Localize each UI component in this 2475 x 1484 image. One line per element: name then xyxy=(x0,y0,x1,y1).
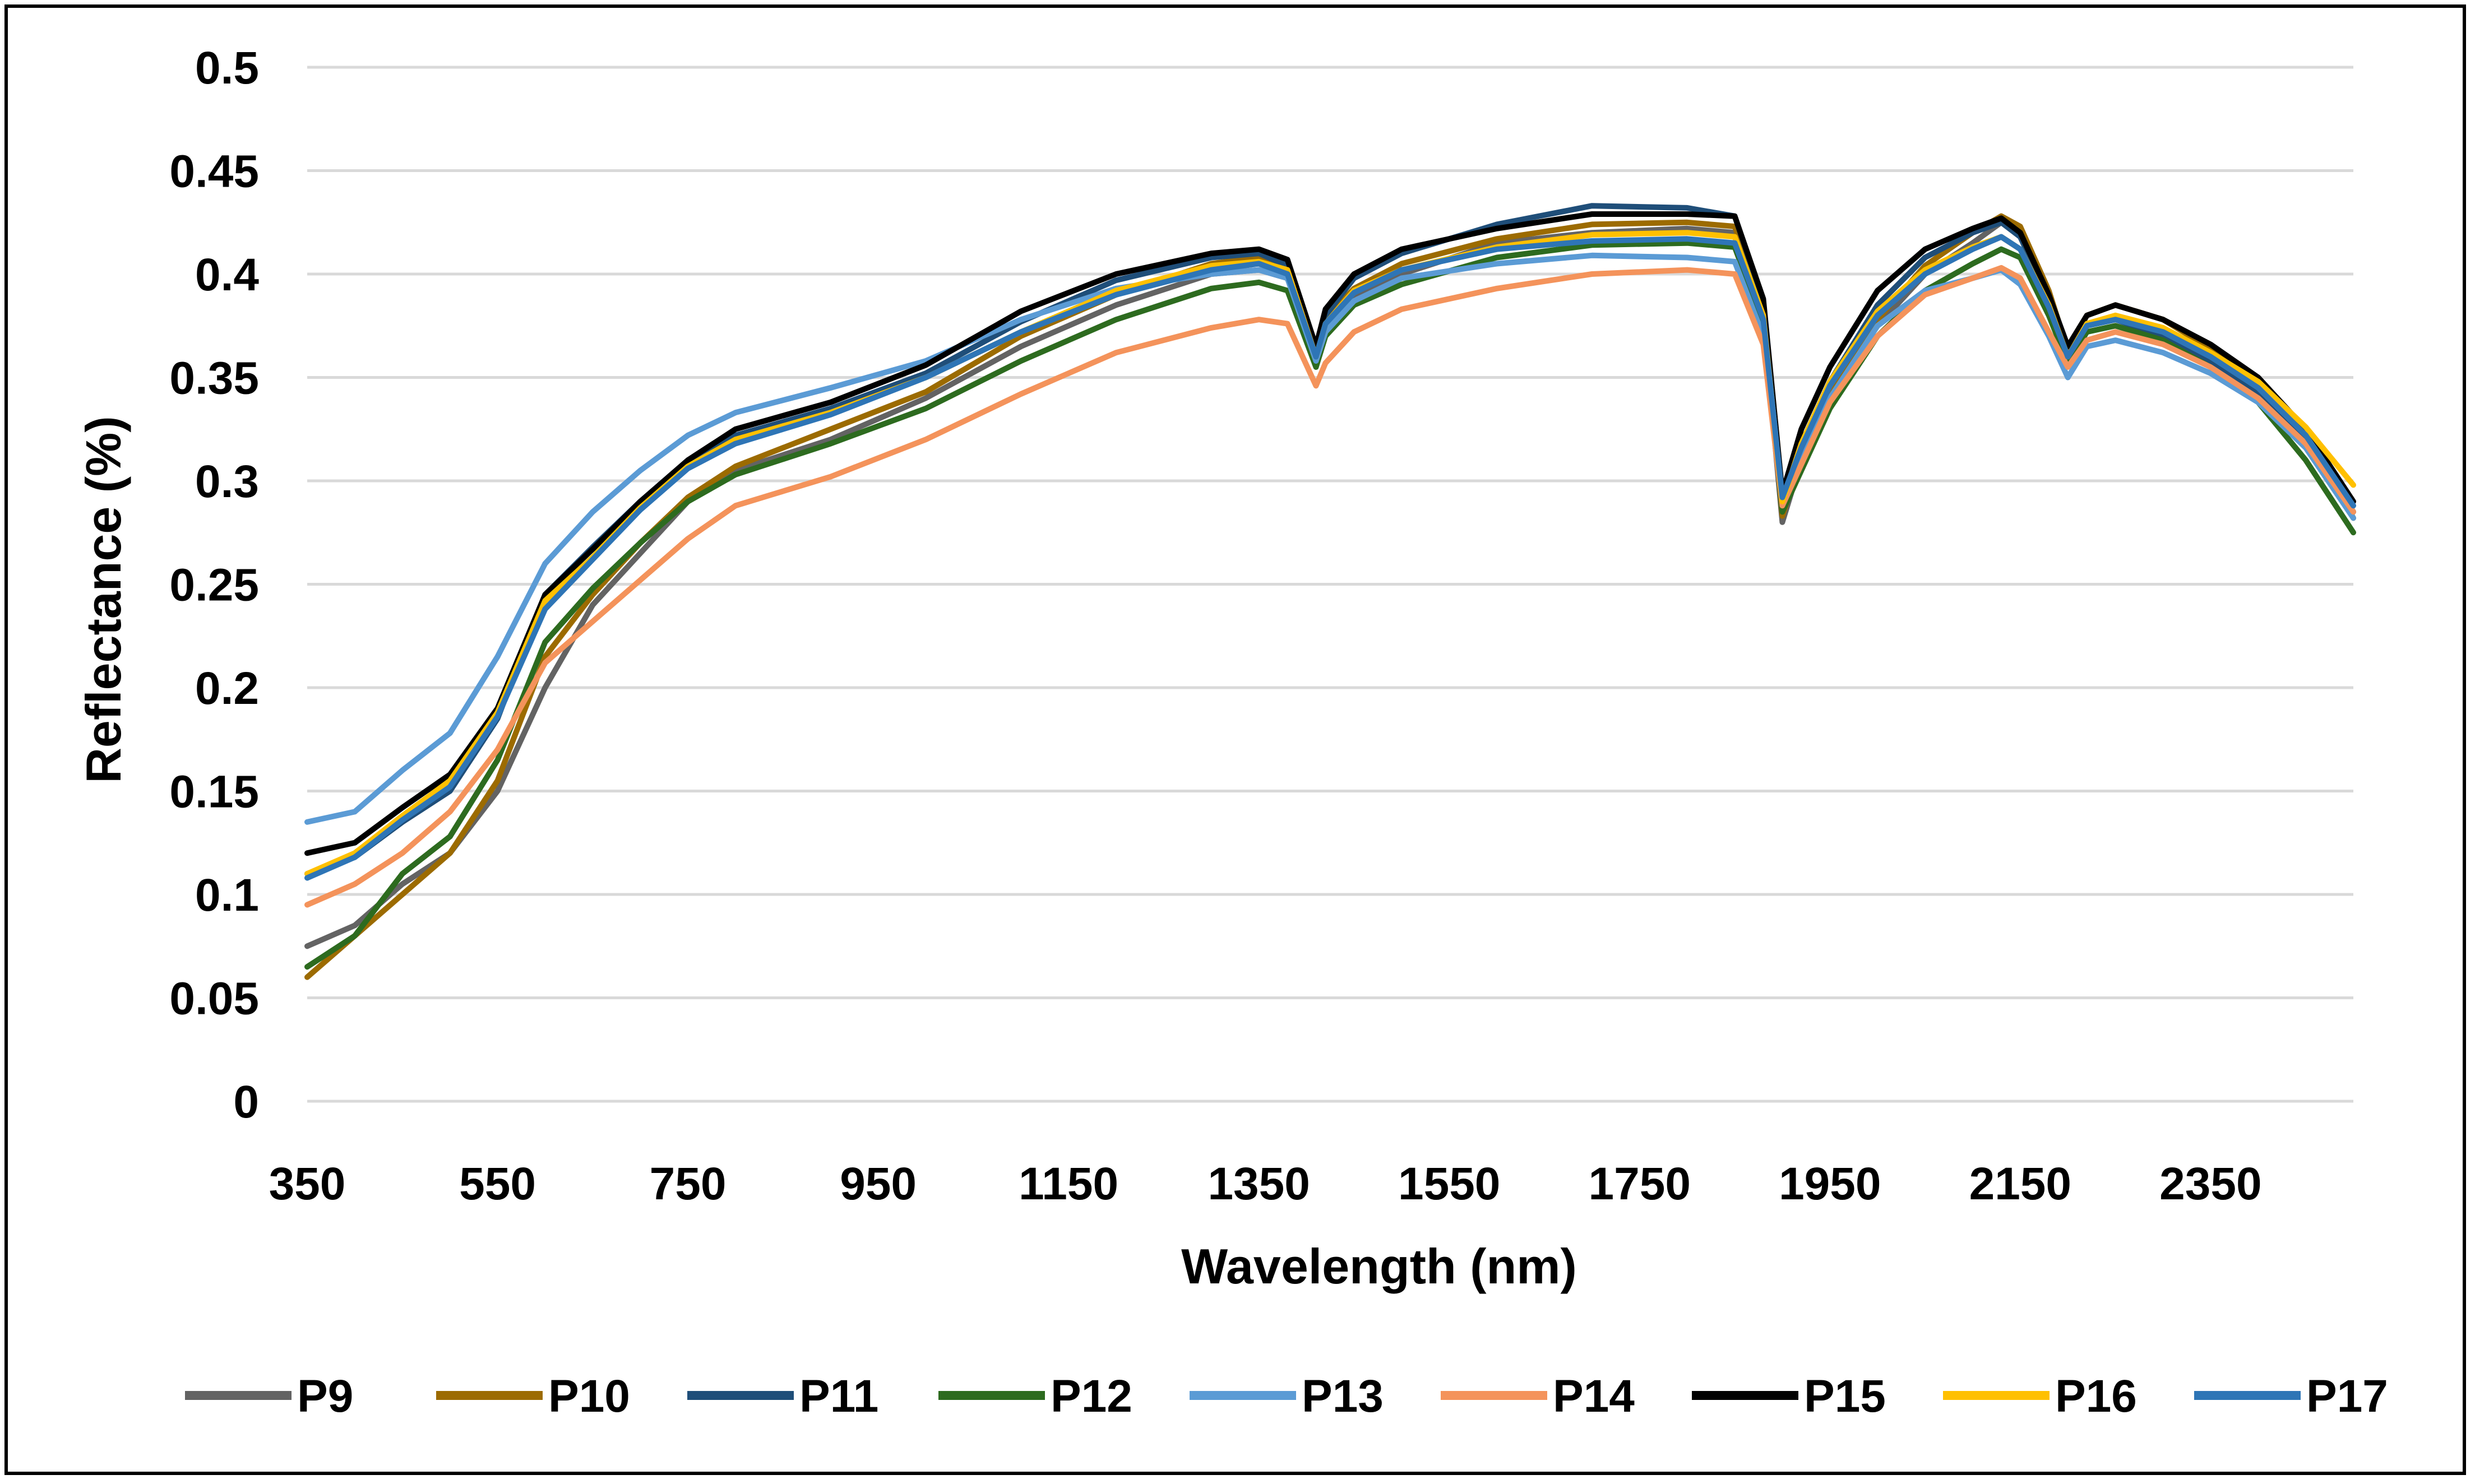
x-tick-label: 950 xyxy=(840,1158,917,1209)
y-tick-label: 0 xyxy=(233,1077,259,1128)
x-tick-label: 1550 xyxy=(1398,1158,1500,1209)
series-line-p15 xyxy=(304,211,2356,856)
x-tick-label: 2150 xyxy=(1969,1158,2071,1209)
legend-label: P15 xyxy=(1804,1371,1886,1422)
x-tick-label: 550 xyxy=(459,1158,536,1209)
legend-item-p10: P10 xyxy=(436,1371,630,1422)
x-tick-label: 750 xyxy=(650,1158,727,1209)
x-tick-label: 2350 xyxy=(2159,1158,2261,1209)
legend-label: P10 xyxy=(548,1371,630,1422)
y-tick-label: 0.35 xyxy=(169,353,259,404)
y-tick-label: 0.4 xyxy=(195,249,259,300)
x-tick-label: 1350 xyxy=(1208,1158,1310,1209)
series-lines xyxy=(304,203,2356,980)
legend-item-p9: P9 xyxy=(185,1371,353,1422)
legend-label: P9 xyxy=(297,1371,353,1422)
x-tick-label: 1150 xyxy=(1019,1158,1118,1209)
x-tick-label: 1950 xyxy=(1779,1158,1881,1209)
legend-label: P11 xyxy=(799,1371,878,1422)
legend: P9 P10 P11 P12 P13 P14 P15 P16 P17 xyxy=(185,1371,2388,1422)
legend-label: P16 xyxy=(2055,1371,2137,1422)
y-tick-label: 0.1 xyxy=(195,870,259,921)
y-tick-label: 0.5 xyxy=(195,43,259,94)
y-tick-label: 0.15 xyxy=(169,767,259,818)
legend-label: P17 xyxy=(2306,1371,2388,1422)
series-line-p17 xyxy=(304,234,2356,881)
legend-item-p15: P15 xyxy=(1692,1371,1886,1422)
legend-item-p11: P11 xyxy=(687,1371,878,1422)
series-line-p13 xyxy=(304,252,2356,825)
y-tick-label: 0.05 xyxy=(169,973,259,1024)
y-tick-label: 0.45 xyxy=(169,146,259,197)
y-axis-title: Reflectance (%) xyxy=(76,416,131,783)
legend-item-p13: P13 xyxy=(1190,1371,1384,1422)
y-tick-label: 0.25 xyxy=(169,560,259,611)
legend-item-p16: P16 xyxy=(1943,1371,2137,1422)
gridlines xyxy=(307,66,2353,1103)
legend-label: P14 xyxy=(1553,1371,1635,1422)
x-tick-label: 1750 xyxy=(1589,1158,1691,1209)
legend-item-p12: P12 xyxy=(938,1371,1132,1422)
x-tick-label: 350 xyxy=(269,1158,346,1209)
x-axis-title: Wavelength (nm) xyxy=(1181,1239,1577,1294)
legend-item-p17: P17 xyxy=(2194,1371,2388,1422)
series-line-p14 xyxy=(304,265,2356,908)
y-tick-label: 0.2 xyxy=(195,663,259,714)
y-axis-ticks: 0 0.05 0.1 0.15 0.2 0.25 0.3 0.35 0.4 0.45 0.5 xyxy=(169,43,259,1128)
y-tick-label: 0.3 xyxy=(195,456,259,507)
legend-label: P13 xyxy=(1302,1371,1384,1422)
legend-item-p14: P14 xyxy=(1441,1371,1635,1422)
legend-label: P12 xyxy=(1051,1371,1132,1422)
x-axis-ticks: 350 550 750 950 1150 1350 1550 1750 1950 2150 2350 xyxy=(269,1158,2262,1209)
